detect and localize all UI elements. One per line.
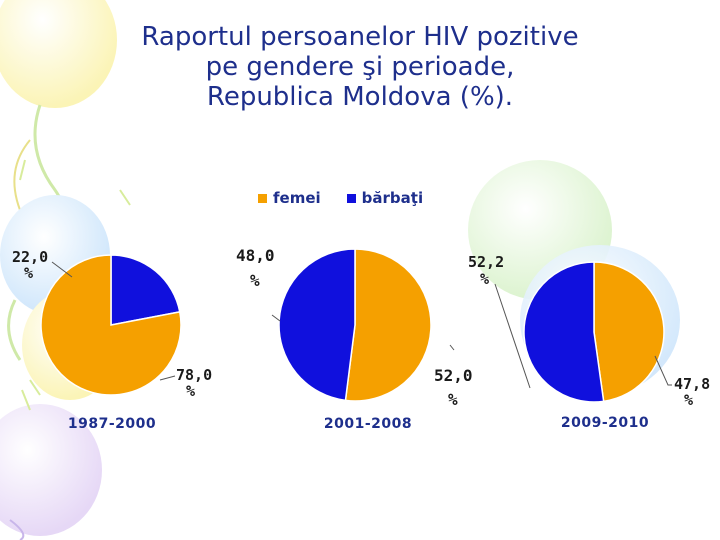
- chart-title: Raportul persoanelor HIV pozitive pe gen…: [60, 22, 660, 112]
- data-label-unit-femei: %: [684, 391, 693, 409]
- data-label-value-femei: 78,0: [176, 366, 212, 384]
- legend-swatch-barbati: [346, 193, 356, 203]
- pie-chart-1987-2000: 78,0%22,0%1987-2000: [12, 248, 212, 432]
- pie-slice-barbati: [523, 261, 605, 403]
- leader-line-barbati: [51, 261, 73, 278]
- leader-line-femei: [159, 375, 176, 381]
- data-label-value-barbati: 22,0: [12, 248, 48, 266]
- period-label: 1987-2000: [68, 416, 156, 432]
- pie-slice-femei: [344, 248, 432, 402]
- pie-chart-2001-2008: 52,0% 48,0% 2001-2008: [236, 246, 473, 432]
- data-label-value-barbati: 48,0: [236, 246, 275, 265]
- legend-label-femei: femei: [273, 189, 321, 207]
- data-label-unit-femei: %: [448, 390, 458, 409]
- legend-swatch-femei: [258, 193, 267, 203]
- leader-line-femei: [654, 355, 672, 386]
- legend: femei bărbaţi: [258, 187, 423, 209]
- pie-slice-barbati: [278, 248, 356, 402]
- data-label-unit-femei: %: [186, 382, 195, 400]
- legend-item-femei: femei: [258, 189, 321, 207]
- period-label: 2001-2008: [324, 416, 412, 432]
- data-label-unit-barbati: %: [24, 264, 33, 282]
- data-label-unit-barbati: %: [250, 271, 260, 290]
- title-line-2: pe gendere şi perioade,: [205, 52, 515, 82]
- period-label: 2009-2010: [561, 415, 649, 431]
- leader-line-femei: [449, 344, 455, 351]
- pie-slice-femei: [593, 261, 665, 403]
- sparkle-shapes: [19, 159, 131, 411]
- data-label-value-barbati: 52,2: [468, 253, 504, 271]
- balloon-shape-bottom-left: [0, 404, 102, 540]
- data-label-unit-barbati: %: [480, 270, 489, 288]
- title-line-1: Raportul persoanelor HIV pozitive: [141, 22, 579, 52]
- leader-line-barbati: [271, 314, 281, 322]
- leader-line-barbati: [494, 283, 531, 389]
- pie-slice-femei: [40, 254, 182, 396]
- pie-chart-2009-2010: 47,8%52,2%2009-2010: [468, 253, 710, 431]
- title-line-3: Republica Moldova (%).: [206, 82, 514, 112]
- legend-item-barbati: bărbaţi: [346, 189, 424, 207]
- data-label-value-femei: 47,8: [674, 375, 710, 393]
- data-label-value-femei: 52,0: [434, 366, 473, 385]
- pie-slice-barbati: [110, 254, 181, 326]
- legend-label-barbati: bărbaţi: [361, 189, 424, 207]
